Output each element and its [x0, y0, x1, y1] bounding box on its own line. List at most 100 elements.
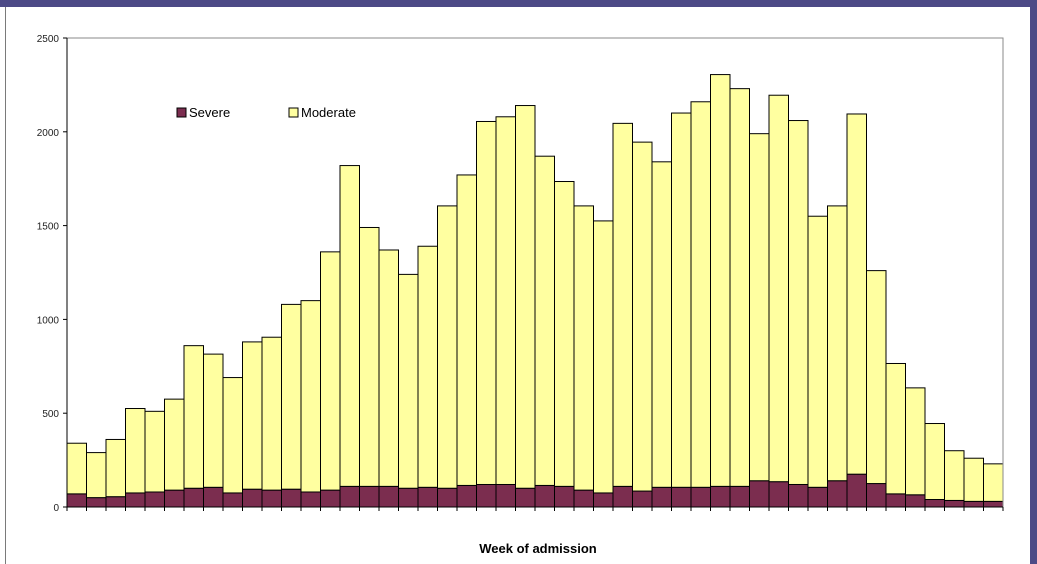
bar-severe-44 — [905, 494, 926, 508]
bar-moderate-14 — [320, 251, 341, 491]
bar-severe-32 — [671, 486, 692, 508]
bar-severe-33 — [690, 486, 711, 508]
bar-severe-36 — [749, 480, 770, 508]
bar-moderate-30 — [632, 141, 653, 492]
bar-moderate-1 — [66, 442, 87, 495]
bar-moderate-16 — [359, 226, 380, 487]
bar-severe-6 — [164, 489, 185, 508]
axes-group — [63, 37, 1004, 511]
y-tick-label: 2000 — [37, 128, 60, 139]
bar-moderate-37 — [768, 94, 789, 483]
bar-moderate-31 — [651, 161, 672, 488]
bar-moderate-7 — [183, 345, 204, 489]
bar-severe-21 — [456, 484, 477, 508]
bar-moderate-38 — [788, 120, 809, 485]
bar-severe-38 — [788, 483, 809, 508]
bar-severe-34 — [710, 485, 731, 508]
bar-moderate-23 — [495, 116, 516, 485]
bar-severe-17 — [378, 485, 399, 508]
bar-severe-29 — [612, 485, 633, 508]
bar-moderate-34 — [710, 74, 731, 487]
y-tick-label: 2500 — [37, 34, 60, 45]
bar-moderate-44 — [905, 387, 926, 496]
bar-severe-16 — [359, 485, 380, 508]
bar-severe-7 — [183, 487, 204, 508]
bar-moderate-47 — [963, 457, 984, 502]
top-border — [0, 0, 1037, 7]
bars-group — [66, 74, 1004, 508]
bar-severe-30 — [632, 490, 653, 508]
bar-moderate-17 — [378, 249, 399, 487]
bar-severe-11 — [261, 489, 282, 508]
y-tick-labels: 0 500 1000 1500 2000 2500 — [37, 34, 60, 514]
bar-moderate-36 — [749, 133, 770, 482]
left-border — [5, 7, 6, 564]
right-border — [1030, 7, 1037, 564]
bar-moderate-21 — [456, 174, 477, 486]
legend-swatch-moderate — [288, 107, 299, 118]
bar-severe-15 — [339, 485, 360, 508]
bar-severe-13 — [300, 491, 321, 508]
bar-moderate-45 — [924, 423, 945, 500]
bar-moderate-11 — [261, 336, 282, 491]
bar-moderate-41 — [846, 113, 867, 475]
legend-swatch-severe — [176, 107, 187, 118]
bar-moderate-3 — [105, 438, 126, 498]
bar-moderate-9 — [222, 377, 243, 494]
bar-moderate-43 — [885, 362, 906, 495]
bar-severe-18 — [398, 487, 419, 508]
bar-moderate-24 — [515, 105, 536, 489]
bar-moderate-2 — [86, 452, 107, 499]
bar-moderate-22 — [476, 120, 497, 485]
bar-severe-47 — [963, 500, 984, 508]
bar-severe-28 — [593, 492, 614, 508]
bar-moderate-42 — [866, 270, 887, 485]
bar-moderate-33 — [690, 101, 711, 488]
legend: Severe Moderate — [176, 105, 356, 120]
bar-severe-3 — [105, 496, 126, 508]
bar-moderate-13 — [300, 300, 321, 493]
bar-moderate-5 — [144, 410, 165, 493]
bar-severe-5 — [144, 491, 165, 508]
bar-severe-24 — [515, 487, 536, 508]
bar-moderate-8 — [203, 353, 224, 488]
legend-label-moderate: Moderate — [301, 105, 356, 120]
bar-severe-4 — [125, 492, 146, 508]
bar-severe-31 — [651, 486, 672, 508]
bar-severe-20 — [437, 487, 458, 508]
bar-severe-12 — [281, 488, 302, 508]
bar-severe-42 — [866, 483, 887, 508]
y-tick-label: 1000 — [37, 315, 60, 326]
legend-label-severe: Severe — [189, 105, 230, 120]
bar-moderate-27 — [573, 205, 594, 491]
bar-moderate-48 — [983, 463, 1004, 502]
bar-moderate-29 — [612, 122, 633, 487]
bar-moderate-6 — [164, 398, 185, 491]
bar-moderate-19 — [417, 245, 438, 488]
bar-severe-45 — [924, 499, 945, 508]
bar-severe-9 — [222, 492, 243, 508]
bar-severe-39 — [807, 486, 828, 508]
bar-moderate-39 — [807, 215, 828, 488]
bar-moderate-20 — [437, 205, 458, 489]
bar-moderate-32 — [671, 112, 692, 488]
bar-moderate-15 — [339, 165, 360, 487]
bar-moderate-12 — [281, 303, 302, 490]
bar-moderate-10 — [242, 341, 263, 490]
y-tick-label: 500 — [42, 409, 59, 420]
bar-severe-37 — [768, 481, 789, 508]
bar-moderate-4 — [125, 408, 146, 494]
bar-moderate-46 — [944, 450, 965, 501]
bar-severe-23 — [495, 483, 516, 508]
bar-severe-8 — [203, 486, 224, 508]
bar-severe-22 — [476, 483, 497, 508]
bar-severe-10 — [242, 488, 263, 508]
bar-moderate-28 — [593, 220, 614, 494]
bar-severe-35 — [729, 485, 750, 508]
y-tick-label: 1500 — [37, 222, 60, 233]
bar-severe-43 — [885, 493, 906, 508]
bar-severe-25 — [534, 484, 555, 508]
bar-moderate-18 — [398, 273, 419, 489]
